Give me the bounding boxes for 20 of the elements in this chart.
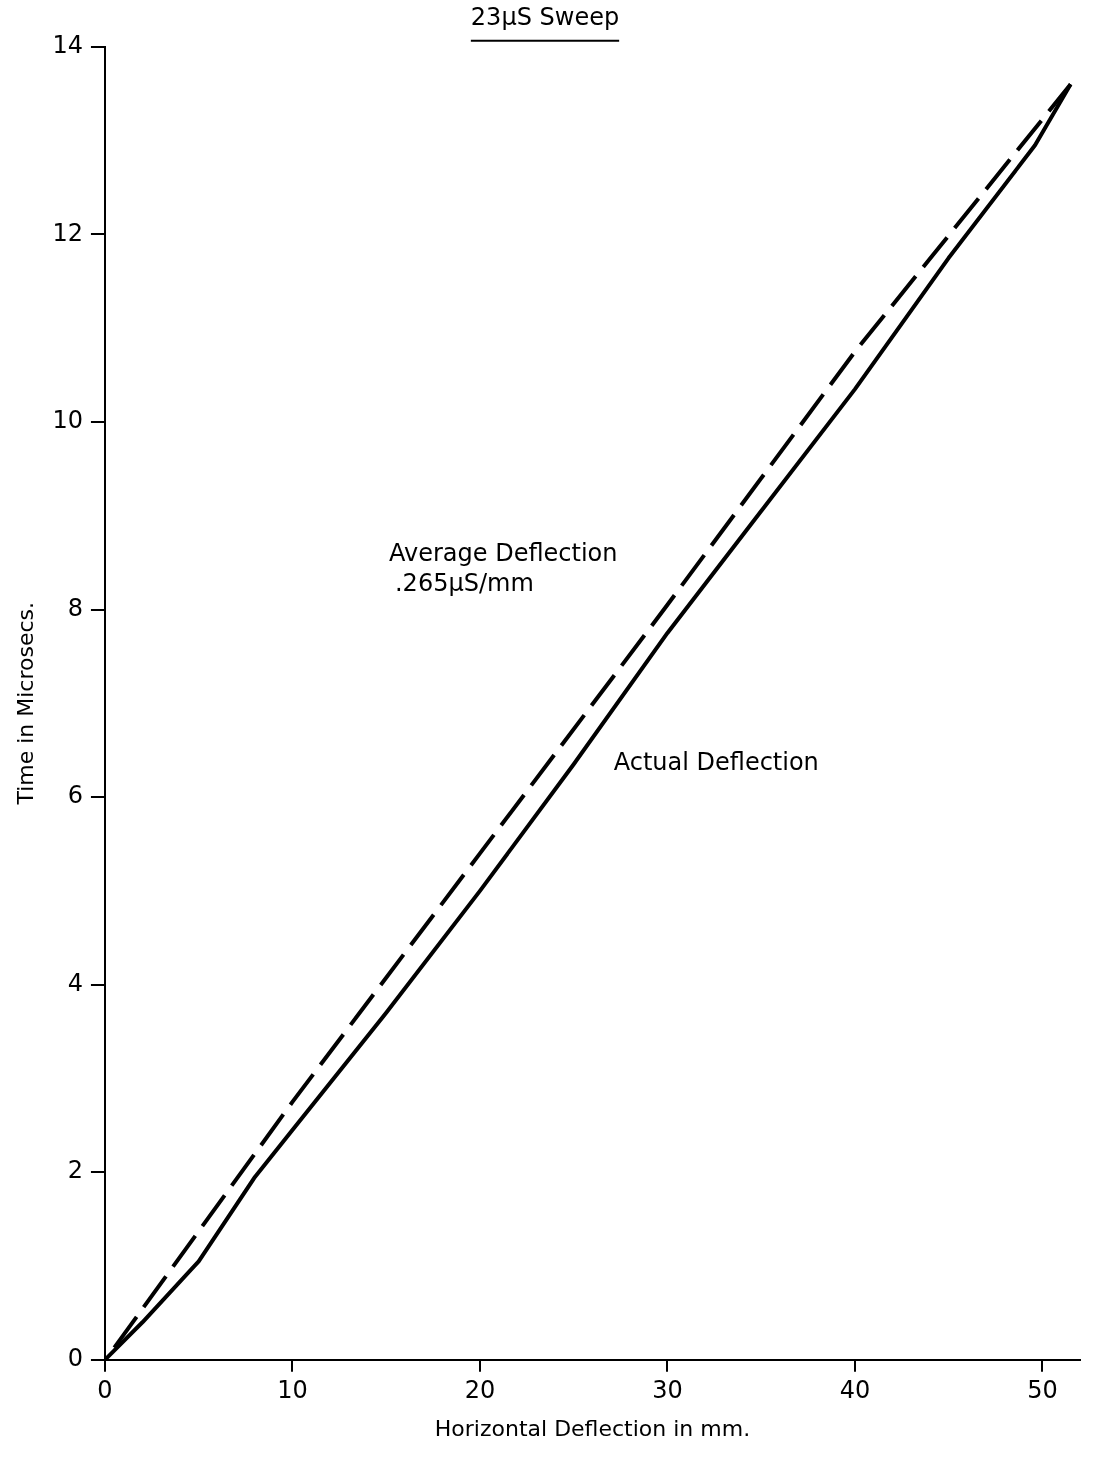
x-tick-label: 40 — [839, 1376, 871, 1405]
x-tick-label: 0 — [97, 1376, 113, 1405]
x-tick-label: 30 — [652, 1376, 683, 1405]
y-tick-label: 2 — [67, 1156, 83, 1185]
y-tick-label: 12 — [52, 218, 83, 247]
x-tick-label: 50 — [1027, 1376, 1058, 1405]
y-tick-label: 14 — [52, 31, 83, 60]
y-tick-label: 4 — [67, 968, 83, 997]
annotation: .265µS/mm — [394, 569, 534, 598]
text: Average Deflection — [388, 539, 618, 568]
y-tick-label: 6 — [67, 781, 83, 810]
chart-title: 23µS Sweep — [470, 2, 620, 31]
x-tick-label: 20 — [464, 1376, 496, 1405]
x-axis-title: Horizontal Deflection in mm. — [434, 1415, 751, 1441]
y-axis-title: Time in Microsecs. — [12, 601, 38, 806]
y-tick-label: 10 — [52, 406, 83, 435]
series-label: Actual Deflection — [613, 748, 819, 777]
x-tick-label: 10 — [277, 1376, 308, 1405]
y-tick-label: 8 — [67, 593, 83, 622]
y-tick-label: 0 — [67, 1344, 83, 1373]
